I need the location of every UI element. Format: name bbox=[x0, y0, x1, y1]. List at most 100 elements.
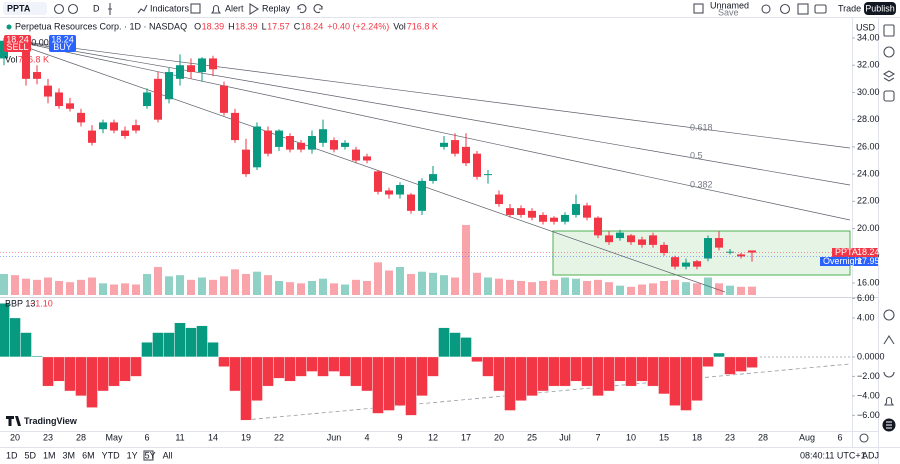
trend-line[interactable] bbox=[19, 44, 726, 293]
replay-icon[interactable] bbox=[249, 3, 260, 15]
fib-fan-line[interactable] bbox=[9, 39, 851, 221]
indicators-button[interactable]: Indicators bbox=[150, 3, 190, 13]
range-button[interactable]: 6M bbox=[82, 450, 95, 460]
y-tick-label: 20.00 bbox=[857, 223, 880, 233]
range-button[interactable]: 3M bbox=[63, 450, 76, 460]
alert-icon[interactable] bbox=[210, 4, 222, 14]
sell-price[interactable]: 18.24 bbox=[6, 34, 29, 44]
sell-label[interactable]: SELL bbox=[6, 42, 28, 52]
calendar-icon[interactable] bbox=[883, 371, 895, 378]
range-button[interactable]: 5D bbox=[25, 450, 37, 460]
x-tick-label: Jun bbox=[327, 432, 342, 442]
candle-body bbox=[363, 156, 371, 161]
chat-icon[interactable] bbox=[883, 90, 895, 102]
indicators-icon[interactable] bbox=[137, 4, 148, 14]
bbp-bar bbox=[603, 356, 615, 392]
candle-body bbox=[165, 72, 173, 100]
layers-icon[interactable] bbox=[882, 70, 896, 82]
buy-price[interactable]: 18.24 bbox=[51, 34, 74, 44]
ideas-icon[interactable] bbox=[883, 334, 895, 345]
bbp-bar bbox=[20, 332, 32, 358]
candle-body bbox=[132, 125, 140, 131]
bbp-bar bbox=[119, 356, 131, 382]
interval[interactable]: D bbox=[93, 3, 100, 13]
bbp-bar bbox=[42, 356, 54, 387]
candle-body bbox=[341, 142, 349, 147]
range-button[interactable]: YTD bbox=[102, 450, 121, 460]
fib-fan-line[interactable] bbox=[9, 39, 851, 149]
candle-body bbox=[352, 149, 360, 161]
candle-body bbox=[176, 65, 184, 79]
fib-level-label: 0.5 bbox=[690, 150, 703, 160]
candle-body bbox=[374, 171, 382, 192]
volume-bar bbox=[517, 281, 525, 295]
candle-body bbox=[275, 130, 283, 147]
candle-body bbox=[660, 244, 668, 254]
sell-button[interactable] bbox=[4, 35, 31, 52]
volume-bar bbox=[341, 284, 349, 295]
search-icon[interactable] bbox=[761, 4, 771, 14]
candle-body bbox=[385, 190, 393, 195]
x-tick-label: 12 bbox=[428, 432, 438, 442]
range-button[interactable]: 1D bbox=[6, 450, 18, 460]
watchlist-icon[interactable] bbox=[883, 24, 895, 37]
save-label[interactable]: Save bbox=[718, 7, 739, 17]
fib-fan-line[interactable] bbox=[9, 39, 851, 186]
target-icon[interactable] bbox=[883, 309, 895, 321]
y-tick-label: 24.00 bbox=[857, 168, 880, 178]
range-box[interactable] bbox=[552, 230, 851, 276]
volume-bar bbox=[726, 285, 734, 295]
volume-bar bbox=[363, 281, 371, 295]
volume-bar bbox=[33, 279, 41, 295]
date-range-icon[interactable] bbox=[143, 450, 154, 461]
logo-mark bbox=[6, 416, 21, 426]
market-status-dot bbox=[6, 24, 12, 30]
compare-icon[interactable] bbox=[67, 3, 79, 15]
x-tick-label: 20 bbox=[494, 432, 504, 442]
bbp-bar bbox=[460, 337, 472, 358]
candle-body bbox=[121, 130, 129, 137]
settings-icon[interactable] bbox=[779, 3, 791, 15]
alerts-icon[interactable] bbox=[883, 46, 895, 58]
layout-icon[interactable] bbox=[693, 3, 704, 14]
bbp-bar bbox=[746, 356, 758, 368]
alert-button[interactable]: Alert bbox=[225, 3, 244, 13]
publish-button[interactable] bbox=[864, 2, 896, 15]
bbp-trend-line[interactable] bbox=[244, 363, 851, 421]
buy-label[interactable]: BUY bbox=[53, 42, 72, 52]
symbol-search[interactable] bbox=[3, 2, 47, 15]
candle-body bbox=[583, 205, 591, 218]
templates-icon[interactable] bbox=[190, 3, 201, 14]
bbp-bar bbox=[680, 356, 692, 411]
candle-body bbox=[264, 130, 272, 154]
redo-icon[interactable] bbox=[313, 3, 323, 14]
plot-marks: 34.00 32.00 30.00 28.00 26.00 24.00 22.00 20.00… bbox=[0, 32, 885, 442]
snapshot-icon[interactable] bbox=[814, 4, 827, 14]
x-tick-label: 9 bbox=[397, 432, 402, 442]
layout-name[interactable]: Unnamed bbox=[710, 0, 749, 10]
volume-legend-value: 716.8 K bbox=[18, 54, 49, 64]
trade-button[interactable]: Trade bbox=[838, 3, 861, 13]
publish-label[interactable]: Publish bbox=[865, 3, 895, 13]
range-button[interactable]: 1Y bbox=[127, 450, 138, 460]
axis-settings-icon[interactable] bbox=[859, 433, 869, 443]
range-button[interactable]: 1M bbox=[43, 450, 56, 460]
notifications-icon[interactable] bbox=[883, 396, 895, 406]
range-button[interactable]: 5Y bbox=[145, 450, 156, 460]
adjustment-toggle[interactable]: ADJ bbox=[862, 450, 879, 460]
volume-bar bbox=[374, 262, 382, 295]
volume-bar bbox=[550, 279, 558, 295]
undo-icon[interactable] bbox=[297, 3, 307, 14]
replay-button[interactable]: Replay bbox=[262, 3, 291, 13]
buy-button[interactable] bbox=[49, 35, 76, 52]
candle-body bbox=[726, 251, 734, 253]
candle-body bbox=[66, 103, 74, 109]
range-button[interactable]: All bbox=[163, 450, 173, 460]
top-toolbar: PPTA D Indicators Alert Replay Unnamed S… bbox=[0, 0, 900, 18]
fullscreen-icon[interactable] bbox=[797, 3, 809, 15]
bar-style-icon[interactable] bbox=[108, 3, 112, 15]
candle-body bbox=[561, 214, 569, 222]
add-symbol-icon[interactable] bbox=[53, 3, 65, 15]
candle-body bbox=[77, 112, 85, 123]
